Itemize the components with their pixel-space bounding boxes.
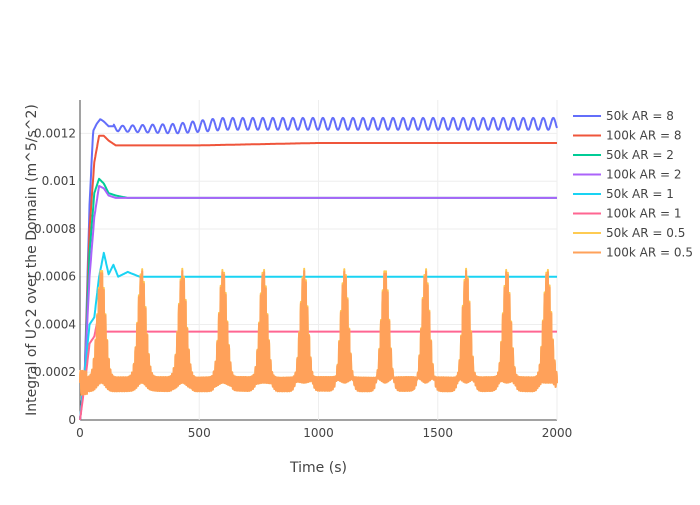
x-tick-label: 2000 <box>542 426 573 440</box>
series-line-2 <box>79 134 558 421</box>
x-tick-label: 500 <box>188 426 211 440</box>
x-tick-label: 0 <box>76 426 84 440</box>
legend-item-7[interactable]: 50k AR = 0.5 <box>573 226 685 240</box>
legend-label: 50k AR = 0.5 <box>606 226 685 240</box>
series-layer <box>79 116 558 421</box>
series-line-5 <box>79 251 558 421</box>
legend-label: 100k AR = 2 <box>606 168 682 182</box>
legend-label: 50k AR = 8 <box>606 109 674 123</box>
series-line-4 <box>79 185 558 421</box>
legend-label: 50k AR = 2 <box>606 148 674 162</box>
y-axis-title: Integral of U^2 over the Domain (m^5/s^2… <box>24 104 40 416</box>
y-tick-label: 0.001 <box>42 174 76 188</box>
legend-item-5[interactable]: 50k AR = 1 <box>573 187 674 201</box>
legend-item-3[interactable]: 50k AR = 2 <box>573 148 674 162</box>
legend-label: 100k AR = 8 <box>606 129 682 143</box>
series-line-8 <box>79 270 558 396</box>
series-line-1 <box>79 116 558 421</box>
grid-layer <box>79 100 558 421</box>
y-tick-label: 0.0002 <box>34 365 76 379</box>
legend-item-1[interactable]: 50k AR = 8 <box>573 109 674 123</box>
y-tick-label: 0.0008 <box>34 222 76 236</box>
axis-layer: 0 0.0002 0.0004 0.0006 0.0008 0.001 0.0012 0 500… <box>34 126 572 440</box>
x-tick-label: 1000 <box>303 426 334 440</box>
y-tick-label: 0.0012 <box>34 126 76 140</box>
legend-label: 50k AR = 1 <box>606 187 674 201</box>
y-tick-label: 0 <box>68 413 76 427</box>
y-tick-label: 0.0004 <box>34 317 76 331</box>
legend-label: 100k AR = 0.5 <box>606 246 693 260</box>
series-line-6 <box>79 311 558 421</box>
legend-item-2[interactable]: 100k AR = 8 <box>573 129 682 143</box>
x-tick-label: 1500 <box>422 426 453 440</box>
y-tick-label: 0.0006 <box>34 270 76 284</box>
legend-item-6[interactable]: 100k AR = 1 <box>573 207 682 221</box>
legend-item-4[interactable]: 100k AR = 2 <box>573 168 682 182</box>
legend-item-8[interactable]: 100k AR = 0.5 <box>573 246 693 260</box>
legend[interactable]: 50k AR = 8 100k AR = 8 50k AR = 2 100k AR =… <box>573 109 693 260</box>
x-axis-title: Time (s) <box>289 460 347 476</box>
legend-label: 100k AR = 1 <box>606 207 682 221</box>
